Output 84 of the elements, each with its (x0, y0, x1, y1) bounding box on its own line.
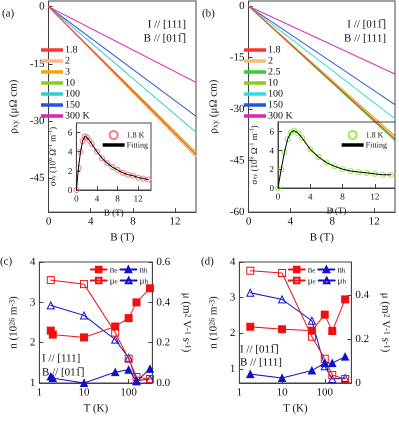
legend-label: 150 (268, 100, 283, 110)
y2-tick-label: 0.0 (156, 377, 171, 389)
y2-tick-label: 0.6 (156, 256, 171, 268)
y-tick-label: 3 (230, 292, 236, 304)
x-tick-label: 12 (134, 194, 143, 204)
x-tick-label: 12 (169, 216, 180, 228)
x-tick-label: 8 (340, 192, 346, 202)
y2-tick-label: 0.2 (355, 333, 370, 345)
legend-label: 2.5 (268, 66, 280, 78)
x-axis-title: B (T) (310, 232, 334, 244)
y-tick-label: 2 (230, 327, 236, 340)
y-tick-label: -30 (230, 103, 246, 116)
annotation: B // [111] (344, 32, 386, 44)
y-tick-label: 0 (39, 0, 46, 13)
y2-tick-label: 0.4 (355, 289, 370, 301)
y-tick-label: -15 (230, 52, 246, 64)
x-tick-label: 8 (329, 216, 336, 228)
annotation: I // [111] (148, 18, 186, 30)
y-tick-label: 2 (68, 166, 72, 176)
y-axis-title: ρxy (μΩ cm) (8, 79, 20, 134)
y2-axis-title: μ (m2 V-1 s-1) (180, 292, 192, 353)
y-tick-label: 4 (68, 146, 73, 157)
legend-label: 1.8 K (126, 130, 145, 140)
text: (a) (2, 8, 15, 20)
annotation: I // [011̅] (347, 18, 386, 30)
y-tick-label: 0 (270, 183, 274, 193)
x-axis-title: T (K) (84, 402, 108, 414)
legend-label: 300 K (268, 110, 294, 122)
legend-label: 1.8 (268, 44, 280, 56)
y-tick-label: 6 (270, 126, 274, 136)
y-tick-label: 2 (270, 164, 274, 174)
y-tick-label: 4 (230, 256, 236, 268)
x-tick-label: 4 (88, 216, 94, 228)
y-tick-label: -45 (30, 172, 46, 184)
x-tick-label: 8 (130, 216, 136, 228)
annotation: I // [011̅] (240, 344, 279, 356)
x-tick-label: 0 (74, 194, 80, 204)
y-tick-label: 4 (270, 145, 274, 156)
y-axis-title: n (1026 m-3) (208, 296, 220, 349)
x-tick-label: 4 (288, 216, 294, 228)
legend-label: 100 (268, 88, 283, 100)
text: (d) (201, 256, 214, 268)
y-tick-label: 6 (68, 128, 73, 138)
y-tick-label: -60 (230, 206, 246, 218)
x-axis-title: B (T) (110, 232, 135, 244)
annotation: B // [011̅] (144, 32, 186, 44)
y-tick-label: 1 (230, 362, 236, 375)
legend-label: 1.8 (65, 44, 78, 56)
y-tick-label: -45 (230, 154, 246, 167)
legend-label: 10 (268, 78, 278, 88)
x-tick-label: 8 (115, 194, 120, 204)
legend-label: 1.8 K (366, 130, 384, 140)
text: (b) (202, 8, 216, 20)
legend-label: Fitting (366, 140, 388, 150)
y-tick-label: -30 (30, 114, 46, 127)
y2-tick-label: 0.4 (156, 296, 171, 308)
y-tick-label: 0 (239, 0, 246, 12)
legend-label: 150 (65, 100, 80, 110)
x-tick-label: 12 (370, 192, 380, 202)
y-tick-label: 2 (30, 336, 36, 349)
y2-axis-title: μ (m2 V-1 s-1) (380, 292, 392, 353)
x-tick-label: 10 (276, 386, 288, 398)
legend-label: 10 (65, 78, 75, 88)
y-tick-label: 4 (30, 256, 36, 268)
x-tick-label: 12 (368, 216, 380, 228)
annotation: B // [111] (240, 356, 282, 368)
x-axis-title: T (K) (283, 402, 308, 414)
y-tick-label: 0 (68, 185, 73, 195)
legend-label: Fitting (126, 140, 148, 150)
x-tick-label: 10 (78, 386, 90, 398)
y-tick-label: 1 (30, 377, 36, 389)
x-tick-label: 4 (308, 192, 314, 202)
y-axis-title: ρxy (μΩ cm) (208, 79, 220, 134)
x-tick-label: 100 (120, 386, 138, 398)
legend-label: 100 (65, 88, 80, 100)
text: (c) (0, 256, 13, 268)
x-tick-label: 4 (94, 194, 100, 204)
y2-tick-label: 0 (355, 377, 362, 389)
y2-tick-label: 0.2 (156, 336, 170, 349)
y-tick-label: 3 (30, 296, 36, 308)
legend-label: 300 K (65, 110, 90, 122)
x-tick-label: 100 (316, 386, 334, 398)
annotation: I // [111] (42, 352, 80, 364)
y-axis-title: n (1026 m-3) (8, 296, 20, 349)
